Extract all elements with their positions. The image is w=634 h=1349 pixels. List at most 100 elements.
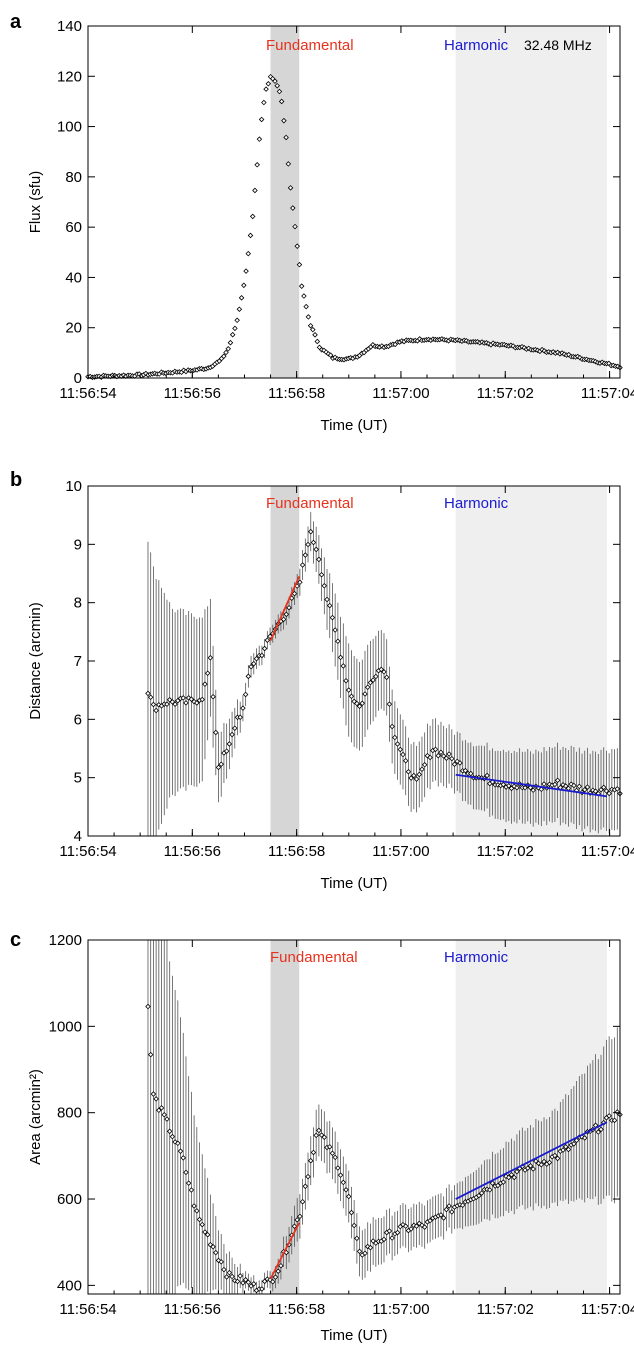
panel-c-data-point [223,1274,230,1280]
panel-b-data-point [373,673,379,680]
panel-b-data-point [457,760,463,766]
panel-b-data-point [169,699,176,705]
panel-b-data-point [438,749,444,756]
panel-c-data-point [251,1281,257,1287]
panel-b-data-point [381,669,387,675]
panel-b-data-point [554,777,561,784]
panel-b-band-harmonic [455,486,607,836]
panel-a-data-point [227,339,234,346]
panel-b-data-point [345,687,352,693]
panel-b-data-point [356,703,363,710]
panel-b-xtick-label: 11:56:58 [268,843,325,860]
panel-b-band-fundamental [270,486,300,836]
panel-b-data-point [402,757,409,764]
panel-b-letter: b [10,469,22,491]
panel-a-data-point [261,99,267,106]
panel-c-data-point [242,1277,249,1283]
panel-b-data-point [446,751,452,757]
panel-b-data-point [394,741,401,747]
panel-c-data-point [348,1209,355,1216]
panel-b-data-point [571,782,577,789]
panel-c-data-point [351,1222,357,1229]
panel-a-letter: a [10,11,22,33]
panel-a-data-point [238,295,245,301]
panel-b-data-point [305,541,311,548]
panel-b-data-point [302,552,309,558]
panel-c-data-point [606,1113,612,1119]
panel-b-data-point [204,670,211,677]
panel-c-data-point [571,1141,577,1147]
panel-a-ytick-label: 0 [74,370,82,387]
panel-c-data-point [275,1268,281,1274]
panel-c-xtick-label: 11:57:02 [477,1301,534,1318]
panel-c-data-point [226,1269,233,1276]
panel-b-ytick-label: 9 [74,536,82,553]
panel-b-data-point [614,786,621,792]
panel-b-data-point [232,725,238,731]
panel-c-band-harmonic [455,940,607,1294]
panel-b-data-point [343,678,349,684]
panel-c-data-point [611,1117,618,1124]
panel-b-data-point [145,690,151,697]
panel-b-data-point [226,741,233,747]
panel-c-data-point [156,1107,162,1114]
panel-c-data-point [210,1244,216,1250]
panel-b-data-point [175,697,181,704]
panel-b-data-point [332,627,338,633]
panel-c-data-point [310,1149,317,1156]
panel-a-xtick-label: 11:57:02 [477,385,534,402]
panel-a-data-point [314,338,321,345]
panel-b-data-point [364,684,371,691]
panel-b-data-point [335,638,341,645]
panel-a-data-point [296,261,303,268]
panel-b-data-point [291,590,298,597]
panel-b-data-point [367,679,374,686]
panel-a-xtick-label: 11:56:58 [268,385,325,402]
panel-a-data-point [298,283,305,289]
panel-b-data-point [229,731,235,738]
panel-a-frame [87,25,621,379]
panel-c-ytick-label: 1200 [49,932,82,949]
panel-b-data-point [318,571,325,578]
panel-c-data-point [560,1147,566,1153]
panel-c-data-point [313,1132,319,1139]
panel-b-data-point [419,766,425,773]
panel-c-data-point [180,1155,187,1161]
panel-b-data-point [386,701,393,707]
panel-c-data-point [514,1168,520,1175]
panel-b-fit-harmonic [455,773,608,798]
panel-b-data-point [606,790,612,797]
panel-b-data-point [242,691,249,698]
panel-b-data-point [153,707,159,714]
panel-c-data-point [196,1216,203,1223]
panel-b-data-point [514,784,520,791]
panel-c-data-point [343,1187,349,1193]
panel-a-data-point [283,134,289,141]
panel-c-data-point [598,1126,604,1133]
panel-b-data-point [600,784,607,791]
panel-b-data-point [592,788,599,794]
panel-c-data-point [525,1165,531,1171]
panel-a-data-point [265,81,272,87]
panel-c-data-point [459,1202,466,1208]
panel-c-data-point [202,1229,208,1235]
panel-c-band-fundamental [270,940,300,1294]
panel-b-ytick-label: 6 [74,711,82,728]
panel-c-data-point [240,1280,246,1286]
panel-c-ytick-label: 600 [57,1191,82,1208]
panel-c-data-point [204,1231,211,1238]
panel-b-data-point [253,655,260,662]
panel-c-data-point [565,1146,572,1153]
panel-c-data-point [581,1135,588,1141]
panel-c-data-point [427,1217,433,1224]
panel-c-data-point [297,1213,303,1220]
panel-c-data-point [316,1127,322,1134]
panel-c-xtick-label: 11:57:00 [372,1301,429,1318]
panel-a-data-point [223,349,229,356]
panel-c-fundamental-label: Fundamental [270,949,358,966]
panel-c-data-point [158,1105,165,1111]
panel-b-ytick-label: 8 [74,595,82,612]
panel-a-data-point [225,346,231,352]
panel-c-data-point [554,1155,561,1162]
